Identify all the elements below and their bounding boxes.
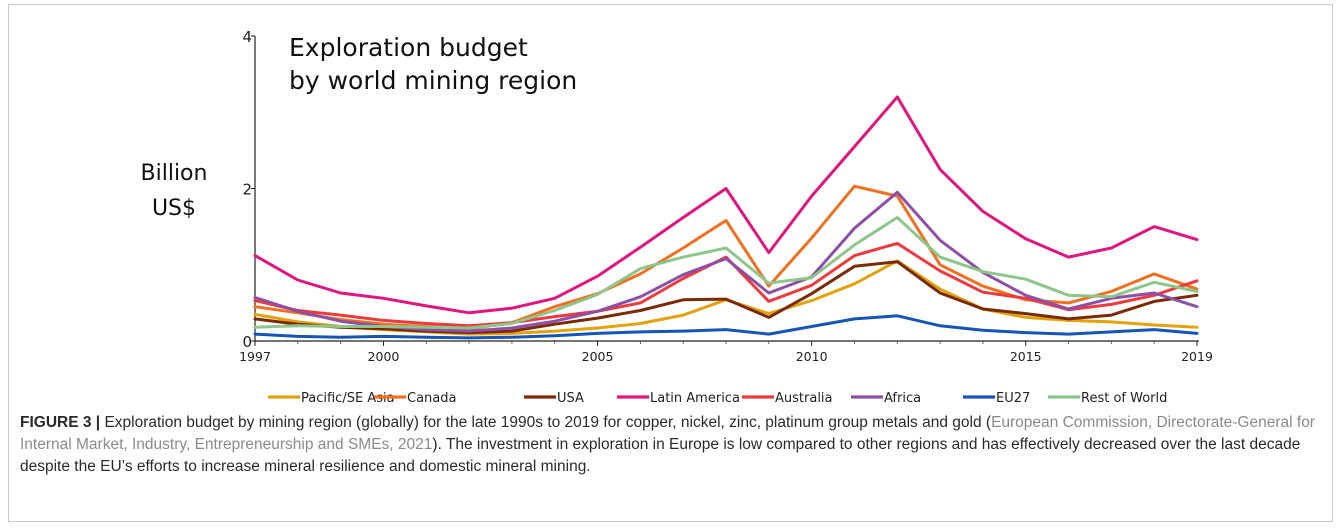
- x-tick-label: 1997: [239, 349, 271, 364]
- figure-caption: FIGURE 3 | Exploration budget by mining …: [20, 412, 1320, 478]
- legend-label: USA: [557, 391, 584, 406]
- y-axis-label-line: Billion: [141, 161, 208, 186]
- legend-label: Australia: [775, 391, 833, 406]
- x-tick-label: 2019: [1181, 349, 1213, 364]
- y-tick-label: 2: [242, 181, 252, 199]
- legend-label: Rest of World: [1081, 391, 1167, 406]
- figure-label: FIGURE 3 |: [20, 414, 101, 431]
- x-tick-label: 2015: [1010, 349, 1042, 364]
- x-tick-label: 2005: [582, 349, 614, 364]
- y-axis-label: Billion US$: [141, 161, 208, 221]
- x-tick-label: 2010: [796, 349, 828, 364]
- series-line-pacific-se-asia: [253, 259, 1199, 336]
- x-tick-label: 2000: [368, 349, 400, 364]
- legend-label: Africa: [884, 391, 921, 406]
- series-line-eu27: [253, 314, 1199, 340]
- chart-title-line: by world mining region: [289, 66, 577, 95]
- caption-text: Exploration budget by mining region (glo…: [100, 414, 992, 431]
- legend-label: Pacific/SE Asia: [301, 391, 395, 406]
- y-axis-label-line: US$: [152, 196, 196, 221]
- series-layer: [253, 95, 1199, 340]
- series-line-australia: [253, 241, 1199, 328]
- line-chart: 0 2 4 1997 2000 2005 2010 2015 2019 Exploration …: [141, 28, 1213, 406]
- series-line-usa: [253, 260, 1199, 335]
- caption-citation-link[interactable]: European Commission, Directorate-General…: [20, 414, 1315, 453]
- caption-text-end: ). The investment in exploration in Euro…: [20, 436, 1301, 475]
- legend-label: EU27: [996, 391, 1030, 406]
- series-line-africa: [253, 190, 1199, 333]
- legend-label: Latin America: [650, 391, 740, 406]
- chart-title: Exploration budget by world mining region: [289, 33, 577, 95]
- legend-label: Canada: [407, 391, 456, 406]
- legend: Pacific/SE Asia Canada USA Latin America Aus…: [268, 391, 1167, 406]
- series-line-latin-america: [253, 95, 1199, 315]
- figure-frame: [8, 4, 1333, 522]
- chart-title-line: Exploration budget: [289, 33, 528, 62]
- series-line-rest-of-world: [253, 216, 1199, 330]
- y-tick-label: 4: [242, 28, 252, 46]
- chart-axes: 0 2 4 1997 2000 2005 2010 2015 2019: [239, 28, 1213, 364]
- y-tick-label: 0: [242, 333, 252, 351]
